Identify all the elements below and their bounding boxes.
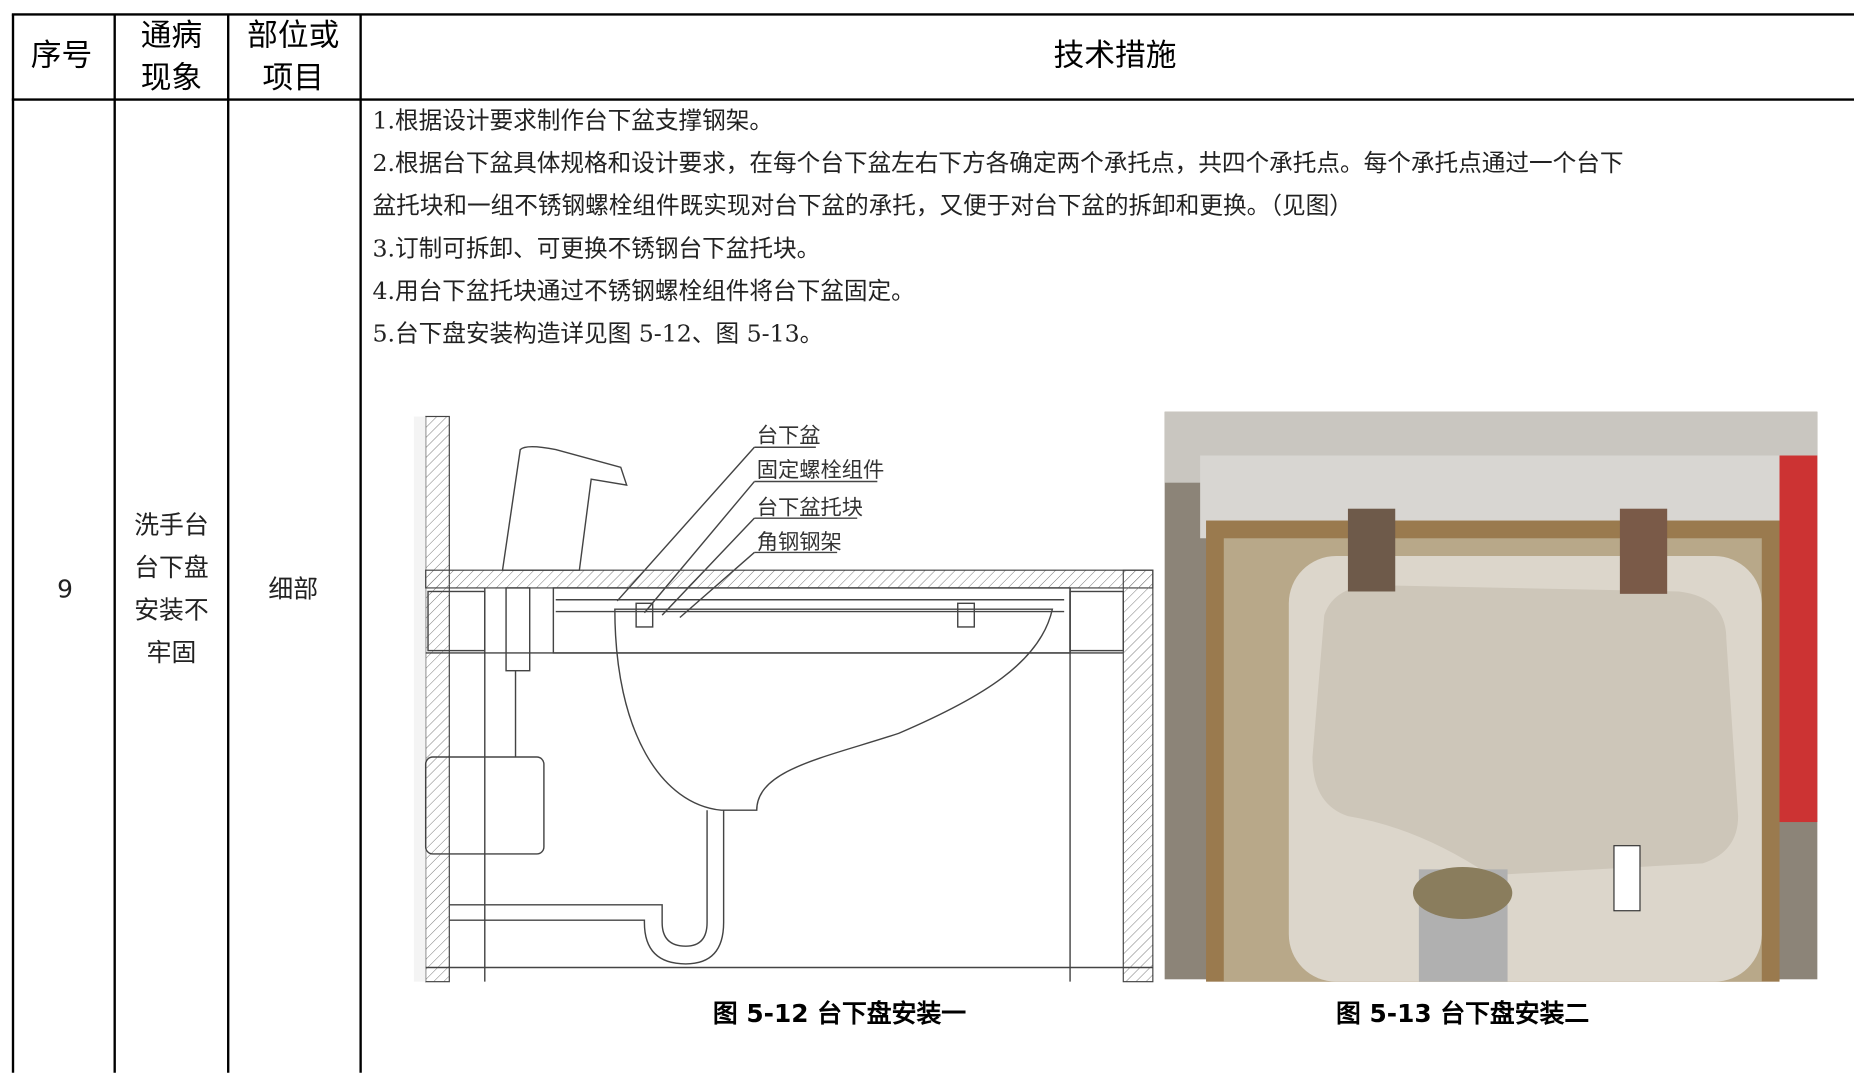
construction-drawing	[413, 415, 1154, 983]
row-number: 9	[57, 574, 73, 603]
measure-line: 1.根据设计要求制作台下盆支撑钢架。	[372, 107, 773, 135]
header-cell: 序号	[31, 38, 92, 74]
defect-text: 台下盘	[134, 553, 209, 582]
defect-text: 安装不	[134, 596, 209, 625]
item-text: 细部	[268, 574, 318, 603]
header-cell: 现象	[141, 60, 202, 96]
measures: 1.根据设计要求制作台下盆支撑钢架。 2.根据台下盆具体规格和设计要求，在每个台下…	[372, 107, 1623, 348]
header-cell: 技术措施	[1054, 38, 1177, 74]
drawing-label: 固定螺栓组件	[757, 458, 885, 483]
figure-caption: 图 5-13 台下盘安装二	[1336, 999, 1589, 1028]
header-cell: 通病	[141, 17, 202, 53]
drawing-label: 台下盆	[757, 423, 821, 448]
measure-line: 2.根据台下盆具体规格和设计要求，在每个台下盆左右下方各确定两个承托点，共四个承…	[372, 149, 1623, 177]
measure-line: 5.台下盘安装构造详见图 5-12、图 5-13。	[372, 319, 823, 347]
measure-line: 4.用台下盆托块通过不锈钢螺栓组件将台下盆固定。	[372, 277, 914, 305]
measure-line: 3.订制可拆卸、可更换不锈钢台下盆托块。	[372, 234, 820, 262]
measure-line: 盆托块和一组不锈钢螺栓组件既实现对台下盆的承托，又便于对台下盆的拆卸和更换。（见…	[372, 192, 1352, 220]
defect-text: 牢固	[147, 638, 197, 667]
header-cell: 项目	[263, 60, 324, 96]
drawing-label: 台下盆托块	[757, 496, 863, 521]
drawing-label: 角钢钢架	[757, 530, 842, 555]
table-grid	[11, 13, 1854, 1073]
defect-text: 洗手台	[134, 510, 209, 539]
photo	[1164, 411, 1818, 982]
header-cell: 部位或	[247, 17, 339, 53]
figure-caption: 图 5-12 台下盘安装一	[713, 999, 966, 1028]
